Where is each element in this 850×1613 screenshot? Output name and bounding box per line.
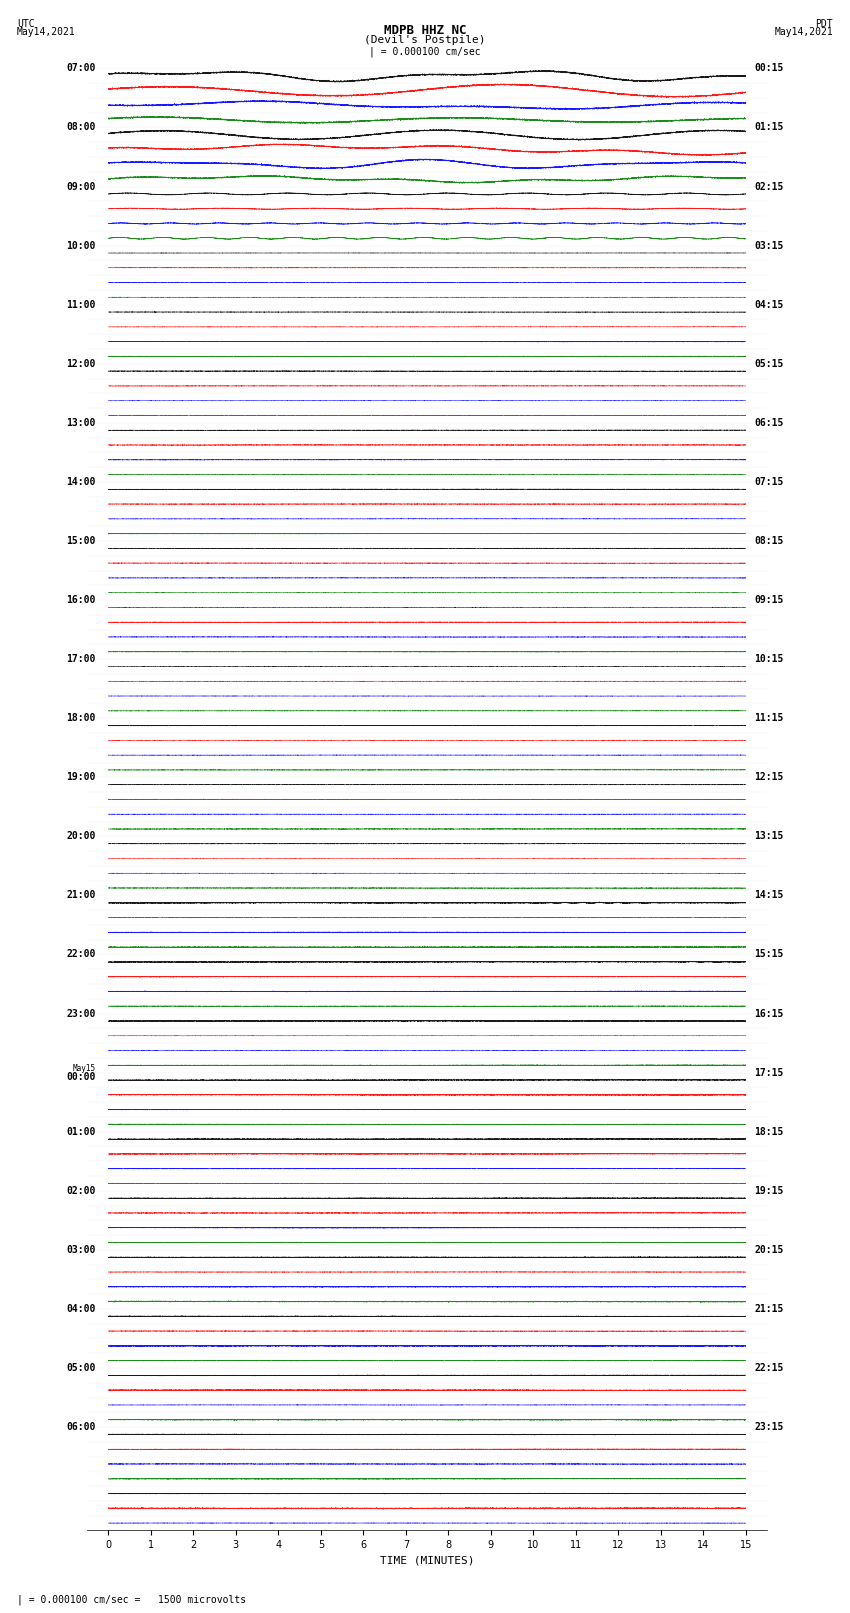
X-axis label: TIME (MINUTES): TIME (MINUTES) (380, 1557, 474, 1566)
Text: 23:00: 23:00 (66, 1008, 96, 1018)
Text: 12:00: 12:00 (66, 358, 96, 369)
Text: 11:15: 11:15 (754, 713, 784, 723)
Text: 03:15: 03:15 (754, 240, 784, 250)
Text: (Devil's Postpile): (Devil's Postpile) (365, 35, 485, 45)
Text: 15:15: 15:15 (754, 950, 784, 960)
Text: 07:00: 07:00 (66, 63, 96, 73)
Text: 06:15: 06:15 (754, 418, 784, 427)
Text: 09:00: 09:00 (66, 182, 96, 192)
Text: 16:15: 16:15 (754, 1008, 784, 1018)
Text: 00:15: 00:15 (754, 63, 784, 73)
Text: 01:00: 01:00 (66, 1127, 96, 1137)
Text: 03:00: 03:00 (66, 1245, 96, 1255)
Text: 08:15: 08:15 (754, 536, 784, 545)
Text: 22:00: 22:00 (66, 950, 96, 960)
Text: | = 0.000100 cm/sec: | = 0.000100 cm/sec (369, 47, 481, 58)
Text: 09:15: 09:15 (754, 595, 784, 605)
Text: | = 0.000100 cm/sec =   1500 microvolts: | = 0.000100 cm/sec = 1500 microvolts (17, 1594, 246, 1605)
Text: 05:15: 05:15 (754, 358, 784, 369)
Text: 14:00: 14:00 (66, 477, 96, 487)
Text: 02:00: 02:00 (66, 1186, 96, 1195)
Text: 11:00: 11:00 (66, 300, 96, 310)
Text: 20:00: 20:00 (66, 831, 96, 842)
Text: 19:15: 19:15 (754, 1186, 784, 1195)
Text: May14,2021: May14,2021 (774, 27, 833, 37)
Text: 20:15: 20:15 (754, 1245, 784, 1255)
Text: 02:15: 02:15 (754, 182, 784, 192)
Text: 17:15: 17:15 (754, 1068, 784, 1077)
Text: 12:15: 12:15 (754, 773, 784, 782)
Text: 18:00: 18:00 (66, 713, 96, 723)
Text: 16:00: 16:00 (66, 595, 96, 605)
Text: 13:00: 13:00 (66, 418, 96, 427)
Text: 04:15: 04:15 (754, 300, 784, 310)
Text: 22:15: 22:15 (754, 1363, 784, 1373)
Text: 19:00: 19:00 (66, 773, 96, 782)
Text: PDT: PDT (815, 19, 833, 29)
Text: MDPB HHZ NC: MDPB HHZ NC (383, 24, 467, 37)
Text: 08:00: 08:00 (66, 123, 96, 132)
Text: 17:00: 17:00 (66, 655, 96, 665)
Text: 21:00: 21:00 (66, 890, 96, 900)
Text: 07:15: 07:15 (754, 477, 784, 487)
Text: 21:15: 21:15 (754, 1303, 784, 1315)
Text: 10:15: 10:15 (754, 655, 784, 665)
Text: UTC: UTC (17, 19, 35, 29)
Text: 10:00: 10:00 (66, 240, 96, 250)
Text: 15:00: 15:00 (66, 536, 96, 545)
Text: 06:00: 06:00 (66, 1423, 96, 1432)
Text: May14,2021: May14,2021 (17, 27, 76, 37)
Text: 23:15: 23:15 (754, 1423, 784, 1432)
Text: 01:15: 01:15 (754, 123, 784, 132)
Text: 18:15: 18:15 (754, 1127, 784, 1137)
Text: 13:15: 13:15 (754, 831, 784, 842)
Text: 14:15: 14:15 (754, 890, 784, 900)
Text: May15: May15 (72, 1063, 96, 1073)
Text: 04:00: 04:00 (66, 1303, 96, 1315)
Text: 05:00: 05:00 (66, 1363, 96, 1373)
Text: 00:00: 00:00 (66, 1073, 96, 1082)
